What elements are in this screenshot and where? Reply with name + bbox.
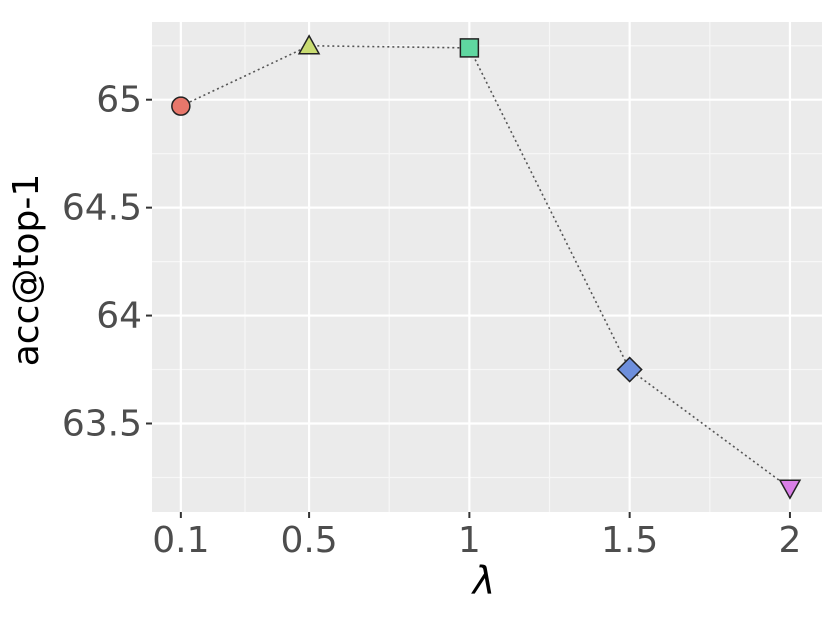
- x-axis-title: λ: [471, 559, 496, 603]
- marker: [616, 356, 643, 383]
- marker: [778, 479, 802, 500]
- x-tick-label: 0.1: [152, 520, 209, 561]
- y-tick-label: 65: [96, 80, 142, 121]
- marker: [171, 96, 191, 116]
- x-tick-label: 2: [778, 520, 801, 561]
- y-tick-label: 64: [96, 296, 142, 337]
- marker: [459, 38, 480, 58]
- y-tick-label: 63.5: [62, 403, 142, 444]
- marker: [297, 34, 321, 55]
- y-tick-label: 64.5: [62, 188, 142, 229]
- y-axis-title: acc@top-1: [6, 174, 47, 367]
- x-tick-label: 1.5: [601, 520, 658, 561]
- x-tick-label: 1: [458, 520, 481, 561]
- x-tick-label: 0.5: [280, 520, 337, 561]
